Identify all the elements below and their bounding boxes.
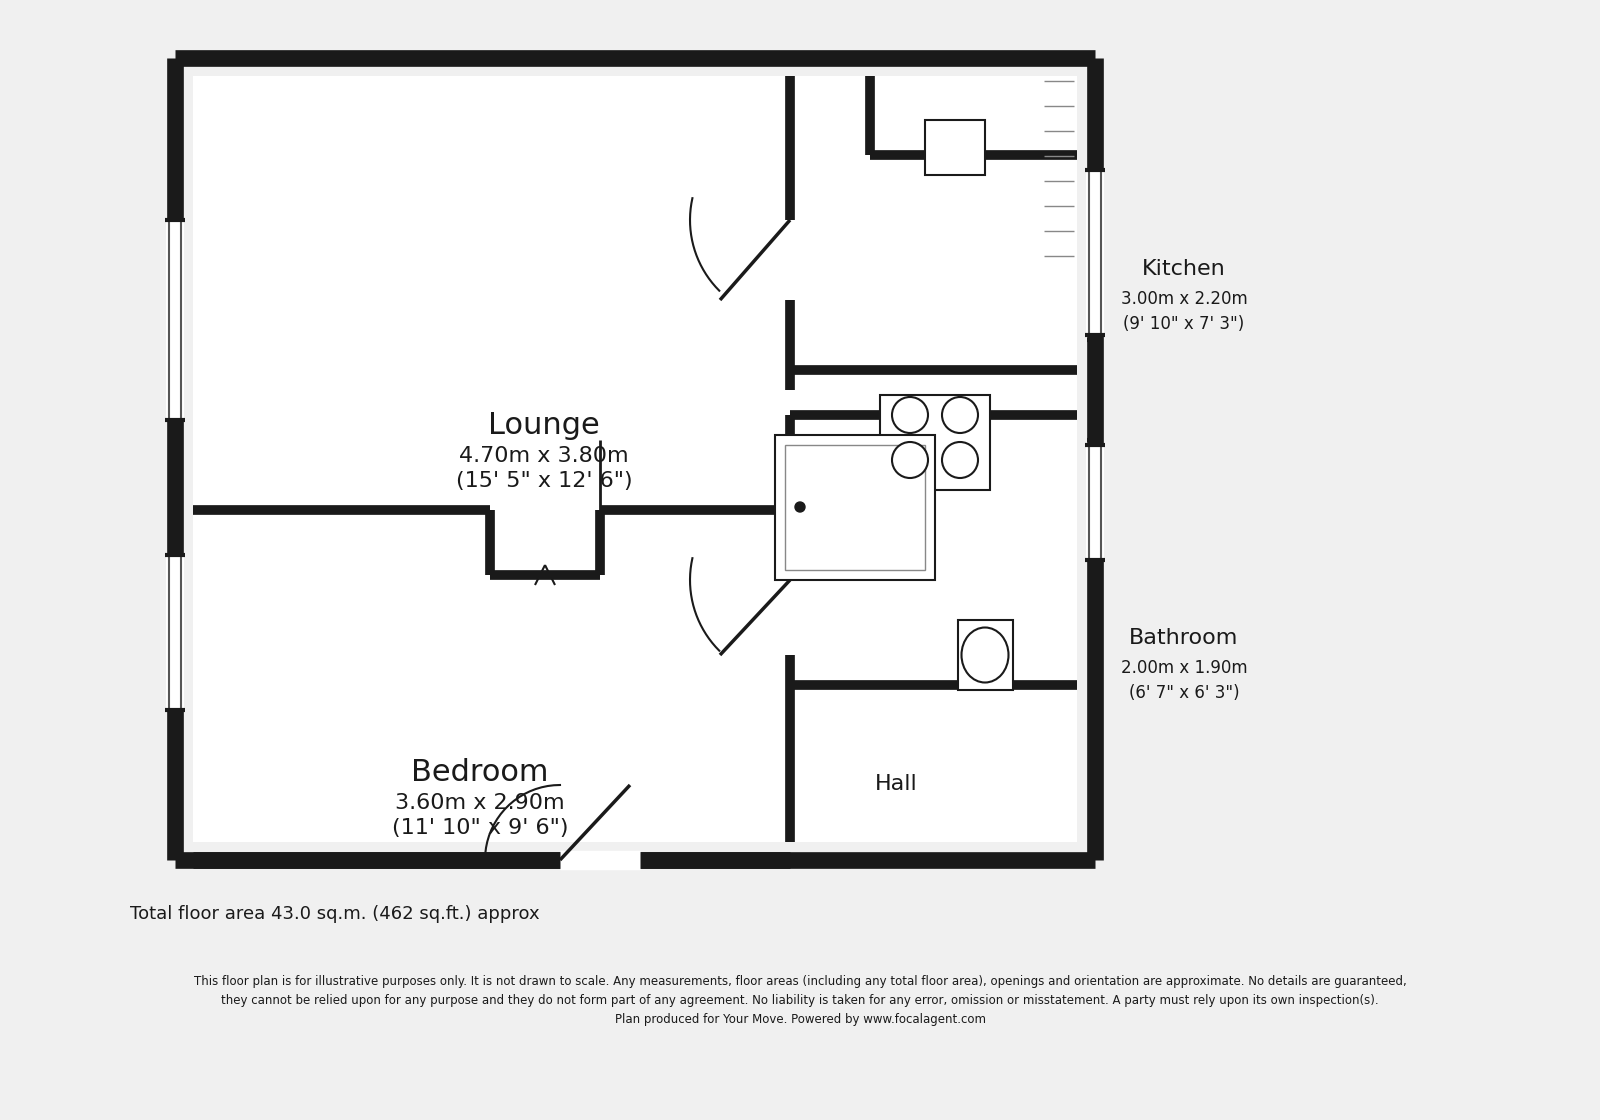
Bar: [774, 435, 934, 580]
Text: Kitchen: Kitchen: [1142, 259, 1226, 279]
Circle shape: [795, 502, 805, 512]
Text: (6' 7" x 6' 3"): (6' 7" x 6' 3"): [1128, 684, 1240, 702]
Text: 4.70m x 3.80m: 4.70m x 3.80m: [459, 446, 629, 466]
Bar: [925, 120, 986, 175]
Text: Bedroom: Bedroom: [411, 758, 549, 787]
Text: This floor plan is for illustrative purposes only. It is not drawn to scale. Any: This floor plan is for illustrative purp…: [194, 976, 1406, 1026]
Bar: [958, 620, 1013, 690]
Bar: [786, 445, 925, 570]
Ellipse shape: [962, 627, 1008, 682]
Bar: [880, 395, 990, 491]
Text: 3.60m x 2.90m: 3.60m x 2.90m: [395, 793, 565, 813]
Circle shape: [942, 396, 978, 433]
Polygon shape: [194, 76, 1077, 842]
Text: (9' 10" x 7' 3"): (9' 10" x 7' 3"): [1123, 315, 1245, 333]
Text: (11' 10" x 9' 6"): (11' 10" x 9' 6"): [392, 818, 568, 838]
Circle shape: [893, 442, 928, 478]
Text: Total floor area 43.0 sq.m. (462 sq.ft.) approx: Total floor area 43.0 sq.m. (462 sq.ft.)…: [130, 905, 539, 923]
Circle shape: [942, 442, 978, 478]
Text: 2.00m x 1.90m: 2.00m x 1.90m: [1120, 660, 1248, 678]
Text: Lounge: Lounge: [488, 411, 600, 440]
Text: Bathroom: Bathroom: [1130, 628, 1238, 648]
Circle shape: [893, 396, 928, 433]
Text: 3.00m x 2.20m: 3.00m x 2.20m: [1120, 290, 1248, 308]
Text: Hall: Hall: [875, 774, 917, 794]
Text: (15' 5" x 12' 6"): (15' 5" x 12' 6"): [456, 470, 632, 491]
